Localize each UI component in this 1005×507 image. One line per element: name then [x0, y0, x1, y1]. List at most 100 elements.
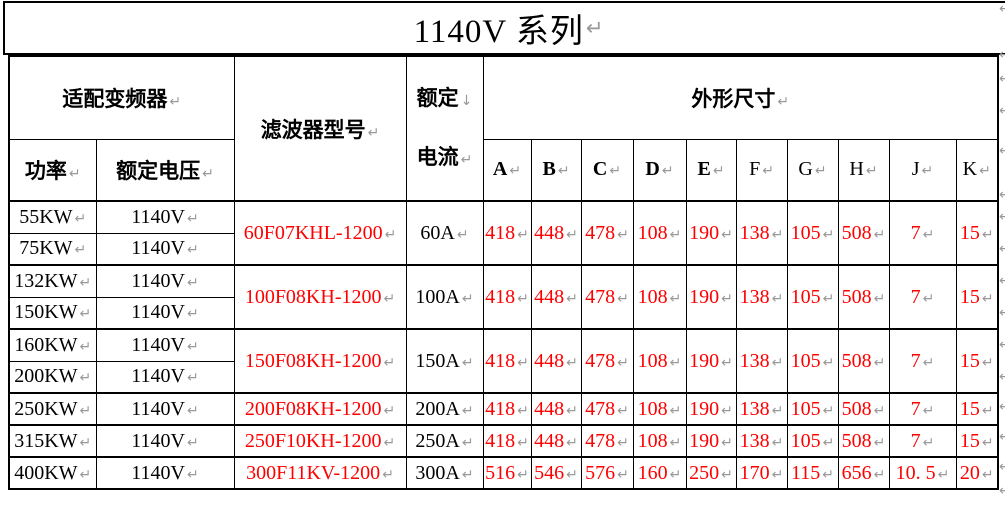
return-mark-icon: ↵ [721, 434, 733, 451]
dimension-cell: 478 ↵ [580, 264, 634, 330]
rated-current-cell: 250A ↵ [405, 424, 484, 458]
dimension-cell-text: 108 [637, 285, 668, 308]
header-power: 功率 ↵ [8, 138, 97, 202]
power-cell: 55KW ↵ [8, 200, 97, 234]
header-dimensions-text: 外形尺寸 [691, 86, 776, 111]
header-dim-g-text: G [798, 158, 813, 181]
return-mark-icon: ↵ [509, 163, 522, 180]
return-mark-icon: ↵ [382, 466, 394, 483]
return-mark-icon: ↵ [981, 354, 994, 371]
dimension-cell: 448 ↵ [530, 264, 582, 330]
dimension-cell: 10. 5 ↵ [888, 456, 957, 490]
return-mark-icon: ↵ [186, 434, 199, 451]
return-mark-icon: ↵ [721, 226, 733, 243]
return-mark-icon: ↵ [566, 466, 578, 483]
return-mark-icon: ↵ [771, 226, 784, 243]
rated-current-cell-text: 150A [415, 349, 460, 372]
header-dim-k-text: K [962, 158, 978, 181]
header-filter-model: 滤波器型号 ↵ [233, 55, 407, 202]
filter-model-cell: 150F08KH-1200 ↵ [233, 328, 407, 394]
return-mark-icon: ↵ [979, 163, 991, 180]
dimension-cell-text: 108 [637, 349, 668, 372]
voltage-cell-text: 1140V [131, 365, 185, 388]
return-mark-icon: ↵ [981, 226, 994, 243]
power-cell: 132KW ↵ [8, 264, 97, 298]
header-row-columns: 功率 ↵ 额定电压 ↵ A ↵ B ↵ C ↵ D ↵ E ↵ F ↵ G ↵ H ↵ J ↵ K ↵ [8, 138, 999, 202]
dimension-cell-text: 7 [910, 349, 921, 372]
voltage-cell: 1140V ↵ [95, 328, 235, 362]
header-rated-current-line1: 额定 ↓ [407, 70, 482, 129]
dimension-cell-text: 478 [585, 285, 616, 308]
table-row: 132KW ↵ 1140V ↵ 100F08KH-1200 ↵ 100A ↵ 418 ↵ 448 ↵ 4… [8, 264, 999, 330]
row-end-mark-icon: ↵ [999, 187, 1005, 203]
header-dim-d: D ↵ [632, 138, 687, 202]
return-mark-icon: ↵ [557, 163, 570, 180]
return-mark-icon: ↵ [517, 290, 529, 307]
dimension-cell-text: 15 [959, 429, 980, 452]
header-dim-g: G ↵ [786, 138, 839, 202]
rated-current-cell: 100A ↵ [405, 264, 484, 330]
header-rated-voltage-text: 额定电压 [116, 158, 201, 183]
voltage-cell-text: 1140V [131, 397, 185, 420]
dimension-cell-text: 448 [534, 285, 565, 308]
return-mark-icon: ↵ [609, 163, 622, 180]
dimension-cell: 108 ↵ [632, 392, 687, 426]
header-dim-k: K ↵ [955, 138, 999, 202]
dimension-cell-text: 656 [841, 461, 872, 484]
power-cell: 315KW ↵ [8, 424, 97, 458]
dimension-cell: 508 ↵ [837, 264, 890, 330]
return-mark-icon: ↵ [461, 466, 474, 483]
voltage-cell: 1140V ↵ [95, 456, 235, 490]
return-mark-icon: ↵ [617, 226, 629, 243]
return-mark-icon: ↵ [566, 434, 578, 451]
title-row: 1140V 系列 ↵ [3, 1, 1005, 55]
dimension-cell-text: 508 [841, 429, 872, 452]
return-mark-icon: ↵ [79, 434, 92, 451]
return-mark-icon: ↵ [822, 466, 835, 483]
dimension-cell: 7 ↵ [888, 200, 957, 266]
return-mark-icon: ↵ [721, 290, 733, 307]
return-mark-icon: ↵ [669, 402, 682, 419]
dimension-cell: 418 ↵ [482, 264, 532, 330]
header-rated-current-text1: 额定 [416, 85, 459, 110]
filter-model-cell-text: 150F08KH-1200 [244, 349, 382, 372]
return-mark-icon: ↵ [822, 290, 835, 307]
rated-current-cell: 200A ↵ [405, 392, 484, 426]
return-mark-icon: ↵ [921, 163, 934, 180]
return-mark-icon: ↵ [383, 290, 396, 307]
rated-current-cell: 150A ↵ [405, 328, 484, 394]
voltage-cell: 1140V ↵ [95, 360, 235, 394]
dimension-cell: 115 ↵ [786, 456, 839, 490]
row-end-mark-icon: ↵ [999, 103, 1005, 119]
power-cell-text: 250KW [14, 397, 78, 420]
return-mark-icon: ↵ [186, 466, 199, 483]
return-mark-icon: ↵ [822, 434, 835, 451]
header-rated-current: 额定 ↓ 电流 ↵ [405, 55, 484, 202]
line-break-mark-icon: ↓ [460, 92, 473, 109]
return-mark-icon: ↵ [517, 402, 529, 419]
return-mark-icon: ↵ [669, 434, 682, 451]
dimension-cell: 108 ↵ [632, 264, 687, 330]
power-cell-text: 132KW [14, 269, 78, 292]
rated-current-cell-text: 300A [415, 461, 460, 484]
return-mark-icon: ↵ [79, 306, 92, 323]
dimension-cell-text: 108 [637, 429, 668, 452]
dimension-cell-text: 508 [841, 285, 872, 308]
return-mark-icon: ↵ [814, 163, 827, 180]
dimension-cell: 7 ↵ [888, 424, 957, 458]
dimension-cell: 20 ↵ [955, 456, 999, 490]
header-dim-b-text: B [542, 158, 556, 181]
power-cell-text: 150KW [14, 301, 78, 324]
return-mark-icon: ↵ [186, 274, 199, 291]
filter-model-cell: 250F10KH-1200 ↵ [233, 424, 407, 458]
dimension-cell: 138 ↵ [735, 264, 788, 330]
return-mark-icon: ↵ [186, 242, 199, 259]
return-mark-icon: ↵ [383, 354, 396, 371]
dimension-cell: 448 ↵ [530, 200, 582, 266]
dimension-cell: 108 ↵ [632, 200, 687, 266]
dimension-cell: 190 ↵ [685, 424, 737, 458]
header-row-groups: 适配变频器 ↵ 滤波器型号 ↵ 额定 ↓ 电流 ↵ 外形尺寸 ↵ [8, 55, 999, 202]
return-mark-icon: ↵ [617, 402, 629, 419]
dimension-cell: 160 ↵ [632, 456, 687, 490]
